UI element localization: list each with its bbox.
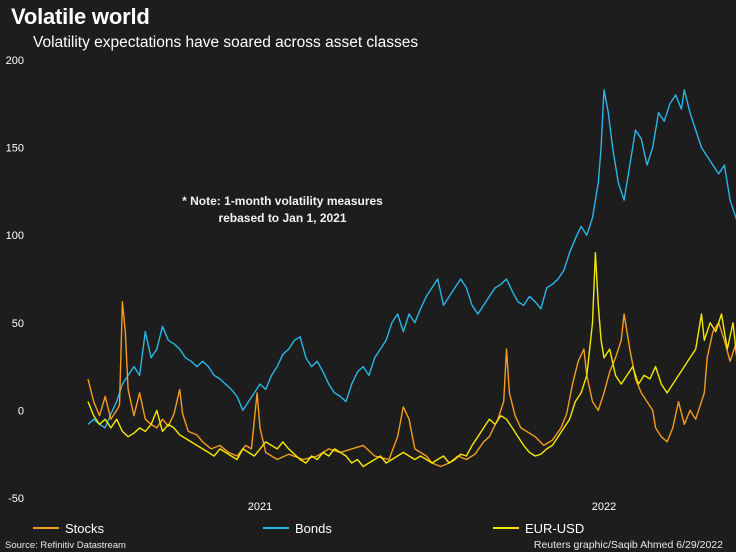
legend-label-stocks: Stocks (65, 520, 105, 536)
y-tick-label: -50 (8, 493, 24, 505)
stocks-swatch (33, 527, 59, 529)
chart-title: Volatile world (11, 4, 150, 29)
y-tick-label: 50 (12, 318, 24, 330)
credit-note: Reuters graphic/Saqib Ahmed 6/29/2022 (533, 539, 723, 551)
source-note: Source: Refinitiv Datastream (5, 540, 126, 551)
x-tick-label: 2022 (592, 501, 616, 513)
legend-item-bonds: Bonds (263, 520, 332, 536)
series-line-stocks (87, 301, 736, 468)
chart-note: * Note: 1-month volatility measures reba… (170, 193, 395, 227)
y-tick-label: 150 (6, 143, 24, 155)
note-line-1: * Note: 1-month volatility measures (182, 194, 383, 208)
note-line-2: rebased to Jan 1, 2021 (218, 211, 347, 225)
legend-label-eurusd: EUR-USD (525, 520, 585, 536)
chart-subtitle: Volatility expectations have soared acro… (33, 34, 419, 51)
y-tick-label: 100 (6, 230, 24, 242)
legend-item-eurusd: EUR-USD (493, 520, 584, 536)
series-line-eur-usd (87, 252, 736, 468)
eurusd-swatch (493, 527, 519, 529)
legend-item-stocks: Stocks (33, 520, 104, 536)
y-tick-label: 0 (18, 405, 24, 417)
series-line-bonds (87, 89, 736, 429)
y-tick-label: 200 (6, 55, 24, 67)
bonds-swatch (263, 527, 289, 529)
x-tick-label: 2021 (248, 501, 272, 513)
legend-label-bonds: Bonds (295, 520, 332, 536)
